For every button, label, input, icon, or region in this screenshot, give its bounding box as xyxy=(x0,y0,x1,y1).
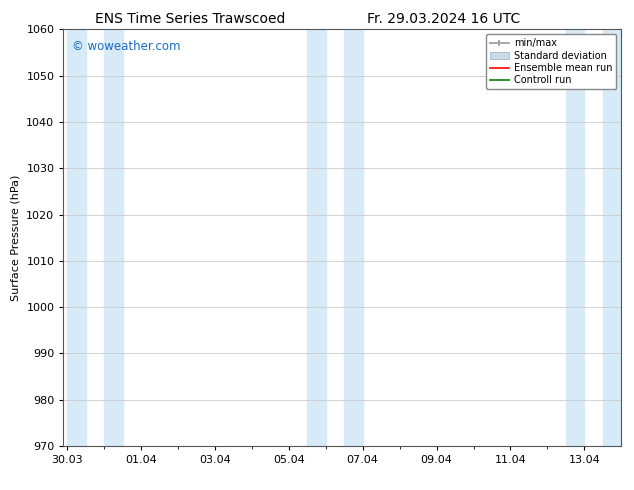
Legend: min/max, Standard deviation, Ensemble mean run, Controll run: min/max, Standard deviation, Ensemble me… xyxy=(486,34,616,89)
Bar xyxy=(67,29,86,446)
Bar xyxy=(307,29,326,446)
Text: © woweather.com: © woweather.com xyxy=(72,40,180,53)
Bar xyxy=(603,29,621,446)
Text: ENS Time Series Trawscoed: ENS Time Series Trawscoed xyxy=(95,12,285,26)
Bar xyxy=(104,29,122,446)
Text: Fr. 29.03.2024 16 UTC: Fr. 29.03.2024 16 UTC xyxy=(367,12,521,26)
Y-axis label: Surface Pressure (hPa): Surface Pressure (hPa) xyxy=(11,174,21,301)
Bar xyxy=(344,29,363,446)
Bar xyxy=(566,29,585,446)
